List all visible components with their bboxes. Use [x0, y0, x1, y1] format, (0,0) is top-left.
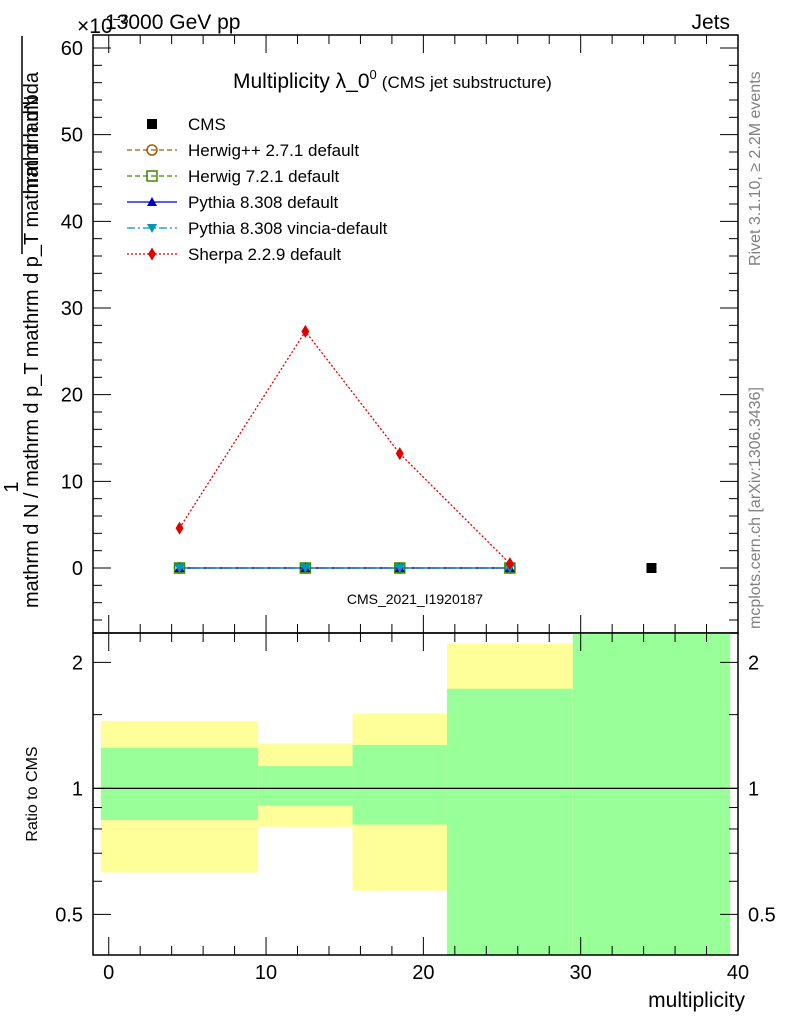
- legend-entry: Herwig 7.2.1 default: [127, 167, 339, 186]
- open-circle-marker: [146, 144, 158, 156]
- diamond-marker: [301, 324, 310, 338]
- series-sherpa-2-2-9-default: [175, 324, 514, 571]
- ratio-bands: [100, 633, 731, 955]
- main-ticks: 0 10 20 30 40 50 60: [61, 35, 739, 633]
- square-marker: [147, 119, 157, 129]
- stat-band: [258, 766, 353, 806]
- series-line: [178, 330, 511, 565]
- legend-entry: Sherpa 2.2.9 default: [127, 245, 341, 264]
- ratio-y-tick-label: 1: [72, 778, 83, 800]
- diamond-marker: [175, 521, 184, 535]
- legend-label: Pythia 8.308 default: [188, 193, 339, 212]
- y-tick-label: 60: [61, 38, 83, 60]
- open-square-marker: [146, 170, 158, 182]
- diamond-marker: [148, 247, 156, 261]
- triangle-down-marker: [147, 224, 157, 233]
- main-ylabel-prefix: 1: [1, 481, 23, 492]
- main-title-text: Multiplicity λ_0: [233, 70, 370, 93]
- ratio-ylabel: Ratio to CMS: [24, 746, 41, 841]
- diamond-marker: [395, 447, 404, 461]
- ratio-y-tick-label-right: 1: [748, 778, 759, 800]
- ratio-y-tick-label-right: 0.5: [748, 904, 776, 926]
- ratio-y-tick-label: 0.5: [55, 904, 83, 926]
- rivet-version-label: Rivet 3.1.10, ≥ 2.2M events: [747, 71, 764, 266]
- process-label: Jets: [691, 11, 730, 34]
- y-tick-label: 10: [61, 471, 83, 493]
- ratio-y-tick-label-right: 2: [748, 652, 759, 674]
- main-title: Multiplicity λ_00 (CMS jet substructure): [233, 67, 552, 93]
- x-tick-label: 30: [570, 962, 592, 984]
- y-tick-label: 20: [61, 385, 83, 407]
- main-ylabel-numerator: mathrm dN: [21, 96, 43, 195]
- energy-label: 13000 GeV pp: [105, 11, 240, 34]
- legend: CMS Herwig++ 2.7.1 default Herwig 7.2.1 de…: [127, 115, 388, 264]
- stat-band: [572, 633, 731, 955]
- square-marker: [646, 563, 657, 573]
- legend-label: Pythia 8.308 vincia-default: [188, 219, 388, 238]
- legend-label: Sherpa 2.2.9 default: [188, 245, 341, 264]
- legend-label: Herwig 7.2.1 default: [188, 167, 339, 186]
- exponent-power: −3: [113, 11, 129, 27]
- legend-label: Herwig++ 2.7.1 default: [188, 141, 359, 160]
- series-layer: [173, 324, 657, 574]
- legend-entry: Pythia 8.308 default: [127, 193, 339, 212]
- y-tick-label: 50: [61, 125, 83, 147]
- main-subtitle: (CMS jet substructure): [382, 73, 552, 92]
- stat-band: [100, 747, 259, 821]
- triangle-down-marker: [394, 564, 405, 573]
- ratio-y-tick-label: 2: [72, 652, 83, 674]
- ratio-panel: 0.5 0.51 12 20 10 20 30 40 Ratio to CMS multipl…: [24, 632, 776, 1012]
- ratio-frame: [92, 632, 739, 956]
- legend-entry: Pythia 8.308 vincia-default: [127, 219, 388, 238]
- exponent-base: ×10: [77, 15, 113, 38]
- series-cms: [646, 563, 657, 573]
- mcplots-label: mcplots.cern.ch [arXiv:1306.3436]: [747, 387, 764, 629]
- y-tick-label: 0: [72, 558, 83, 580]
- main-ylabel-denominator: mathrm d N / mathrm d p_T mathrm d p_T m…: [21, 71, 43, 608]
- legend-entry: CMS: [147, 115, 226, 134]
- x-axis-label: multiplicity: [648, 989, 745, 1012]
- main-title-superscript: 0: [370, 67, 377, 82]
- x-tick-label: 40: [727, 962, 749, 984]
- diamond-marker: [505, 557, 514, 571]
- triangle-up-marker: [147, 197, 157, 206]
- exponent-label: ×10−3: [77, 11, 129, 38]
- watermark-label: CMS_2021_I1920187: [347, 591, 483, 607]
- legend-entry: Herwig++ 2.7.1 default: [127, 141, 359, 160]
- stat-band: [352, 744, 447, 825]
- legend-label: CMS: [188, 115, 226, 134]
- triangle-down-marker: [174, 564, 185, 573]
- y-tick-label: 30: [61, 298, 83, 320]
- x-tick-label: 0: [103, 962, 114, 984]
- y-tick-label: 40: [61, 211, 83, 233]
- main-ylabel: mathrm dN 1 mathrm d N / mathrm d p_T ma…: [1, 36, 43, 608]
- triangle-down-marker: [300, 564, 311, 573]
- stat-band: [446, 688, 573, 955]
- x-tick-label: 10: [255, 962, 277, 984]
- ratio-ticks: 0.5 0.51 12 20 10 20 30 40: [55, 633, 776, 984]
- x-tick-label: 20: [412, 962, 434, 984]
